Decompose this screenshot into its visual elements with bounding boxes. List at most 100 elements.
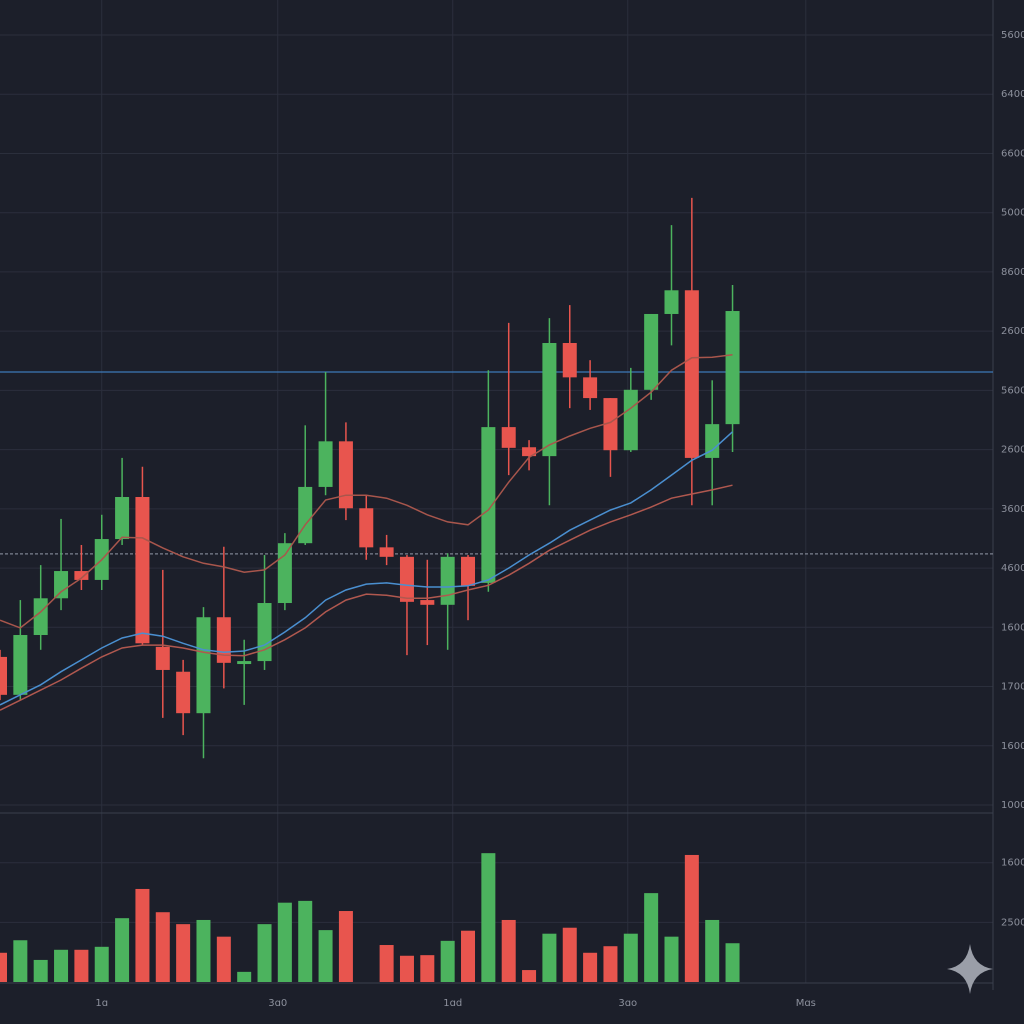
volume-bar bbox=[583, 952, 598, 982]
grid bbox=[0, 0, 993, 983]
volume-bar bbox=[725, 943, 740, 982]
watermark-icon bbox=[947, 944, 993, 994]
y-tick-label: 1000 bbox=[1001, 800, 1024, 811]
volume-bar bbox=[155, 912, 170, 982]
candle-body bbox=[115, 497, 130, 540]
volume-bar bbox=[562, 927, 577, 982]
candle-body bbox=[379, 547, 394, 557]
x-tick-label: 3ɑ0 bbox=[268, 998, 287, 1009]
candle-body bbox=[440, 556, 455, 605]
candle-body bbox=[461, 556, 476, 586]
moving-average-line bbox=[0, 431, 734, 706]
candle-body bbox=[623, 389, 638, 451]
candle-body bbox=[684, 290, 699, 458]
candle-body bbox=[501, 427, 516, 448]
volume-bar bbox=[277, 902, 292, 982]
volume-bar bbox=[176, 924, 191, 982]
volume-bar bbox=[33, 959, 48, 982]
y-tick-label: 1700 bbox=[1001, 682, 1024, 693]
candle-body bbox=[542, 343, 557, 457]
volume-bar bbox=[461, 930, 476, 982]
y-tick-label: 5600 bbox=[1001, 30, 1024, 41]
volume-bar bbox=[115, 918, 130, 982]
volume-bar bbox=[257, 924, 272, 982]
candle-body bbox=[216, 617, 231, 663]
candle-body bbox=[583, 377, 598, 399]
volume-bar bbox=[196, 919, 211, 982]
candle-body bbox=[338, 441, 353, 509]
volume-bar bbox=[440, 940, 455, 982]
y2-tick-label: 2500 bbox=[1001, 917, 1024, 928]
y-tick-label: 6600 bbox=[1001, 148, 1024, 159]
volume-bar bbox=[216, 936, 231, 982]
candle-body bbox=[54, 571, 69, 599]
candle-body bbox=[155, 646, 170, 670]
volume-bar bbox=[338, 911, 353, 982]
y-tick-label: 3600 bbox=[1001, 504, 1024, 515]
volume-bar bbox=[481, 853, 496, 982]
y-tick-label: 6400 bbox=[1001, 89, 1024, 100]
volume-bar bbox=[237, 971, 252, 982]
volume-bar bbox=[135, 888, 150, 982]
y-tick-label: 2600 bbox=[1001, 326, 1024, 337]
candle-body bbox=[0, 656, 7, 695]
volume-bar bbox=[0, 952, 7, 982]
volume-bar bbox=[54, 949, 69, 982]
y-tick-label: 1600 bbox=[1001, 622, 1024, 633]
volume-bar bbox=[603, 946, 618, 982]
x-tick-label: 1ɑ bbox=[95, 998, 108, 1009]
candle-body bbox=[74, 571, 89, 580]
candle-body bbox=[298, 486, 313, 544]
volume-bar bbox=[705, 919, 720, 982]
candle-body bbox=[664, 290, 679, 314]
volume-bar bbox=[501, 919, 516, 982]
y-tick-label: 4600 bbox=[1001, 563, 1024, 574]
y-tick-label: 1600 bbox=[1001, 741, 1024, 752]
candle-body bbox=[420, 600, 435, 605]
y-tick-label: 8600 bbox=[1001, 267, 1024, 278]
volume-bar bbox=[13, 940, 28, 982]
candle-body bbox=[725, 311, 740, 425]
candle-body bbox=[237, 661, 252, 665]
candle-body bbox=[705, 424, 720, 458]
candle-body bbox=[277, 543, 292, 604]
candle-body bbox=[196, 617, 211, 714]
candle-body bbox=[318, 441, 333, 487]
y-tick-label: 5600 bbox=[1001, 385, 1024, 396]
moving-average-line bbox=[0, 484, 733, 711]
volume-bar bbox=[522, 970, 537, 982]
candle-body bbox=[176, 671, 191, 714]
volume-bar bbox=[94, 946, 109, 982]
candle-body bbox=[644, 313, 659, 390]
volume-bar bbox=[664, 936, 679, 982]
volume-bar bbox=[399, 955, 414, 982]
volume-bar bbox=[298, 900, 313, 982]
volume-bar bbox=[644, 893, 659, 982]
volume-bar bbox=[623, 933, 638, 982]
volume-bar bbox=[379, 945, 394, 982]
y-tick-label: 2600 bbox=[1001, 445, 1024, 456]
volume-bar bbox=[684, 854, 699, 982]
candle-body bbox=[481, 427, 496, 583]
candle-body bbox=[522, 447, 537, 457]
volume-bar bbox=[318, 930, 333, 982]
candle-body bbox=[359, 508, 374, 548]
x-tick-label: 1ɑd bbox=[443, 998, 462, 1009]
y-tick-label: 5000 bbox=[1001, 208, 1024, 219]
volume-bar bbox=[420, 955, 435, 982]
candle-body bbox=[13, 635, 28, 695]
candle-body bbox=[399, 556, 414, 602]
moving-average-line bbox=[0, 354, 733, 629]
marks bbox=[0, 197, 993, 982]
y2-tick-label: 1600 bbox=[1001, 858, 1024, 869]
candle-body bbox=[257, 603, 272, 662]
candle-body bbox=[135, 497, 150, 644]
x-tick-label: Mɑs bbox=[796, 998, 816, 1009]
candle-body bbox=[603, 398, 618, 451]
x-tick-label: 3ɑo bbox=[618, 998, 637, 1009]
volume-bar bbox=[542, 933, 557, 982]
candle-body bbox=[562, 343, 577, 378]
volume-bar bbox=[74, 949, 89, 982]
